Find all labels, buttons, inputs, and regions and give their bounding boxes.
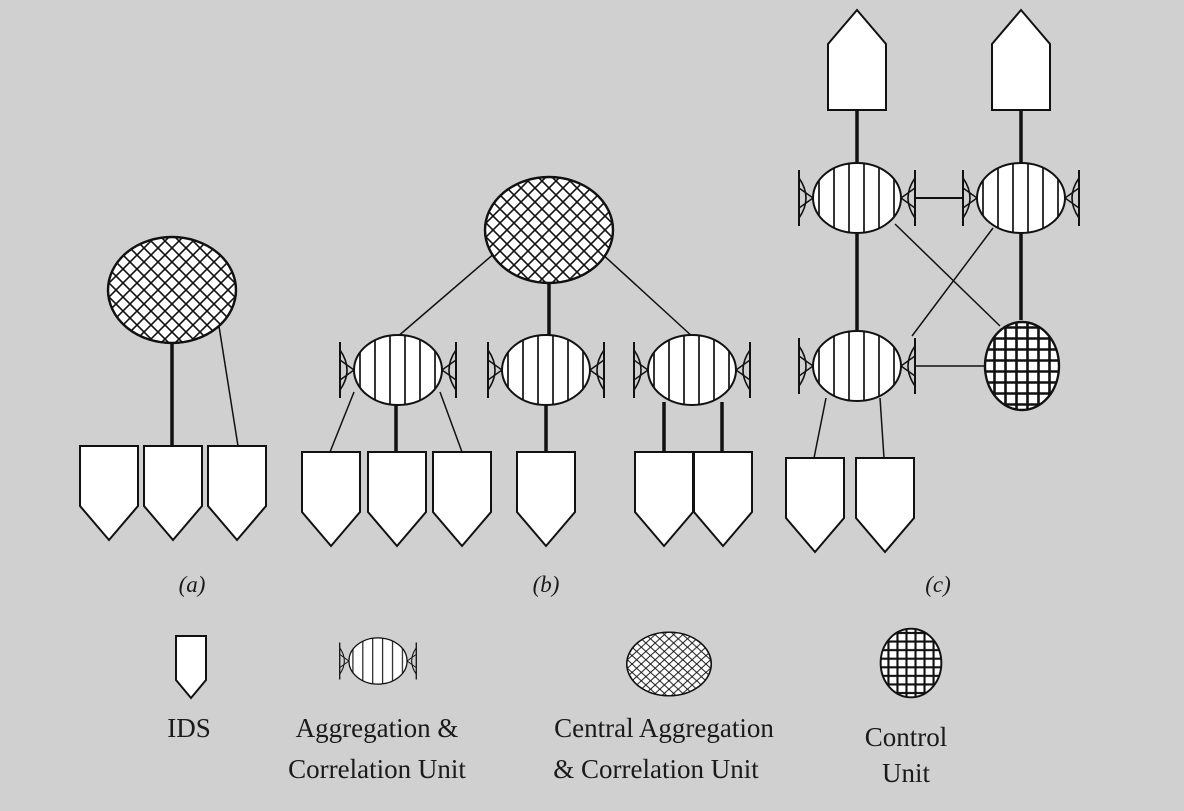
ids-legend-icon [175,635,207,700]
panel-label-b: (b) [533,572,560,597]
ids-node-inverted [827,9,887,111]
panel-a: (a) [79,235,267,597]
legend-label-control-1: Control [865,722,948,752]
panel-label-a: (a) [179,572,206,597]
central-aggregation-unit [483,175,615,285]
ids-node [143,445,203,541]
panel-label-c: (c) [925,572,951,597]
legend-label-central-1: Central Aggregation [554,713,774,743]
aggregation-correlation-unit [962,162,1080,234]
legend-control: Control Unit [865,627,948,788]
aggregation-correlation-unit [798,162,916,234]
legend-label-acu-2: Correlation Unit [288,754,466,784]
panel-b: (b) [301,175,753,597]
ids-node [207,445,267,541]
ids-node [634,451,694,547]
legend-ids: IDS [167,635,211,743]
legend-central: Central Aggregation & Correlation Unit [553,631,774,784]
legend-label-central-2: & Correlation Unit [553,754,759,784]
control-unit [983,320,1061,412]
legend: IDS Aggregation & Correlation Unit Centr… [167,627,948,788]
acu-legend-icon [339,637,417,685]
aggregation-correlation-unit [487,334,605,406]
ids-node [693,451,753,547]
control-legend-icon [879,627,943,699]
aggregation-correlation-unit [798,330,916,402]
central-legend-icon [625,631,713,697]
legend-acu: Aggregation & Correlation Unit [288,637,466,784]
legend-label-acu-1: Aggregation & [296,713,459,743]
ids-node-inverted [991,9,1051,111]
legend-label-control-2: Unit [882,758,931,788]
aggregation-correlation-unit [633,334,751,406]
ids-node [301,451,361,547]
ids-node [432,451,492,547]
ids-node [516,451,576,547]
ids-node [855,457,915,553]
legend-label-ids: IDS [167,713,211,743]
ids-node [785,457,845,553]
aggregation-correlation-unit [339,334,457,406]
panel-c: (c) [785,9,1080,597]
central-aggregation-unit [106,235,238,345]
ids-node [367,451,427,547]
ids-node [79,445,139,541]
